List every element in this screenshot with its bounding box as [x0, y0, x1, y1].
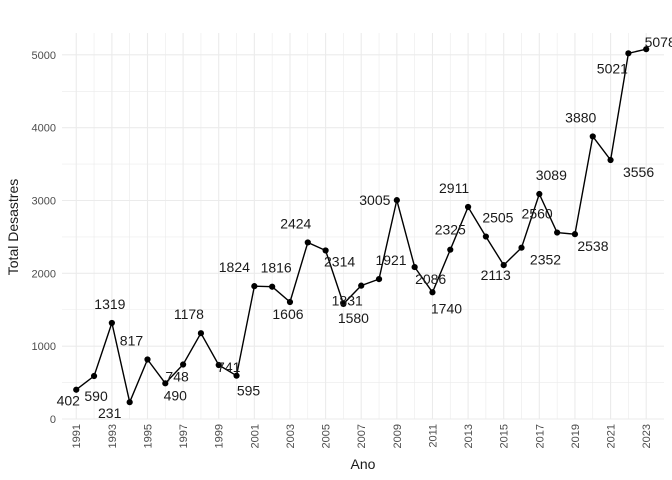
data-point	[358, 282, 365, 289]
data-label: 1816	[261, 260, 292, 276]
data-point	[482, 233, 489, 240]
y-tick-label: 4000	[32, 123, 56, 135]
data-point	[162, 380, 169, 387]
data-label: 748	[165, 369, 189, 385]
x-axis-title: Ano	[351, 456, 376, 472]
x-tick-label: 2015	[499, 424, 511, 448]
x-tick-label: 2007	[356, 424, 368, 448]
data-point	[251, 283, 258, 290]
data-point	[144, 356, 151, 363]
x-tick-label: 2017	[534, 424, 546, 448]
data-label: 1606	[272, 306, 303, 322]
y-axis-ticks: 0 1000 2000 3000 4000 5000	[32, 50, 56, 426]
y-axis-title: Total Desastres	[5, 179, 21, 275]
data-point	[447, 246, 454, 253]
data-label: 231	[98, 405, 122, 421]
x-tick-label: 2019	[570, 424, 582, 448]
data-label: 590	[84, 388, 108, 404]
data-label: 5078	[645, 34, 672, 50]
data-label: 3005	[359, 192, 390, 208]
data-point	[589, 133, 596, 140]
x-tick-label: 2011	[427, 424, 439, 448]
data-label: 2911	[439, 180, 469, 196]
y-tick-label: 2000	[32, 268, 56, 280]
data-label: 1319	[94, 296, 125, 312]
y-tick-label: 0	[50, 414, 56, 426]
data-label: 595	[237, 383, 261, 399]
data-point	[73, 386, 80, 393]
data-point	[286, 298, 294, 306]
data-label: 1831	[332, 293, 363, 309]
data-label: 3880	[565, 109, 596, 125]
x-tick-label: 2001	[249, 424, 261, 448]
x-tick-label: 2003	[285, 424, 297, 448]
data-label: 3556	[623, 164, 654, 180]
data-points	[73, 46, 650, 406]
data-label: 741	[217, 359, 241, 375]
data-point	[518, 244, 525, 251]
x-tick-label: 2005	[321, 424, 333, 448]
x-tick-label: 1995	[142, 424, 154, 448]
x-tick-label: 2013	[463, 424, 475, 448]
data-label: 2560	[522, 206, 553, 222]
y-tick-label: 1000	[32, 341, 56, 353]
data-point	[554, 229, 561, 236]
x-tick-label: 2009	[392, 424, 404, 448]
data-point	[429, 289, 436, 296]
data-point	[126, 399, 133, 406]
data-label: 2314	[324, 253, 355, 269]
data-point	[500, 262, 507, 269]
data-label: 5021	[597, 60, 628, 76]
grid	[62, 33, 664, 420]
data-label: 817	[120, 332, 144, 348]
x-tick-label: 1993	[107, 424, 119, 448]
data-point	[269, 283, 276, 290]
data-label: 2424	[280, 215, 311, 231]
data-label: 1740	[431, 300, 462, 316]
data-label: 1824	[219, 259, 250, 275]
data-label: 1178	[174, 306, 204, 322]
data-label: 2086	[415, 271, 446, 287]
x-tick-label: 1991	[71, 424, 83, 448]
data-point	[411, 263, 418, 271]
data-point	[197, 330, 205, 337]
x-tick-label: 2023	[641, 424, 653, 448]
data-label: 2325	[435, 222, 466, 238]
data-point	[536, 190, 543, 198]
data-label: 2352	[530, 252, 561, 268]
data-point	[215, 361, 222, 369]
data-point	[607, 156, 614, 164]
data-label: 1921	[375, 252, 406, 268]
data-labels: 402 590 1319 231 817 490 748 1178 741 595 1824 1816…	[57, 34, 672, 421]
data-label: 3089	[536, 167, 567, 183]
x-tick-label: 1997	[178, 424, 190, 448]
y-tick-label: 3000	[32, 196, 56, 208]
data-point	[108, 319, 115, 327]
data-point	[180, 361, 187, 368]
data-point	[322, 247, 329, 254]
plot-area: 402 590 1319 231 817 490 748 1178 741 595 1824 1816…	[57, 34, 672, 421]
x-tick-label: 2021	[606, 424, 618, 448]
data-label: 490	[164, 387, 188, 403]
data-point	[393, 197, 400, 204]
data-point	[375, 275, 383, 283]
data-label: 2505	[482, 210, 513, 226]
data-label: 2113	[481, 267, 511, 283]
data-point	[643, 46, 650, 53]
data-point	[304, 239, 311, 246]
data-label: 1580	[338, 310, 369, 326]
data-point	[90, 372, 98, 380]
x-tick-label: 1999	[214, 424, 226, 448]
data-point	[625, 50, 632, 57]
data-label: 402	[57, 393, 81, 409]
data-point	[464, 203, 472, 211]
data-point	[233, 372, 240, 379]
data-point	[340, 300, 347, 308]
data-point	[571, 231, 579, 238]
y-tick-label: 5000	[32, 50, 56, 62]
x-axis-ticks: 1991 1993 1995 1997 1999 2001 2003 2005 2007 2009…	[71, 424, 653, 448]
data-label: 2538	[577, 238, 608, 254]
